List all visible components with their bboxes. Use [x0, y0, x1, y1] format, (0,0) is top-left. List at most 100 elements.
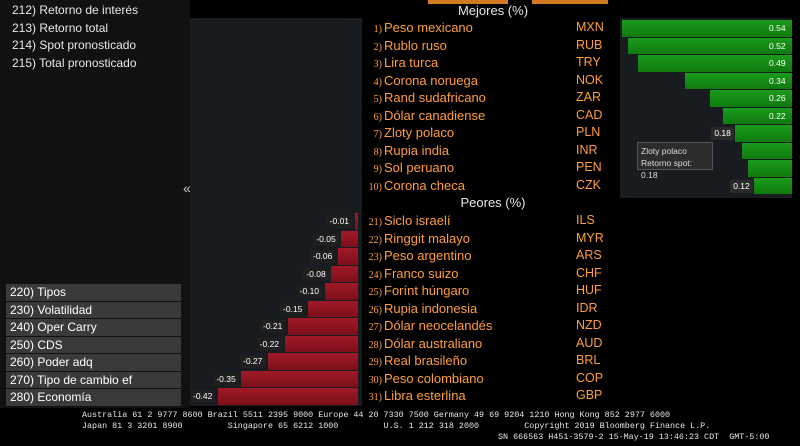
- rank-number: 2): [373, 41, 382, 53]
- bar-gbp[interactable]: [218, 388, 358, 405]
- best-row[interactable]: 8) Rupia india INR: [366, 142, 598, 160]
- bar-nok[interactable]: [684, 72, 792, 89]
- worst-row[interactable]: 23) Peso argentino ARS: [366, 247, 602, 265]
- best-row[interactable]: 5) Rand sudafricano ZAR: [366, 89, 601, 107]
- best-row[interactable]: 3) Lira turca TRY: [366, 54, 601, 72]
- menu-item-212[interactable]: 212) Retorno de interés: [12, 3, 139, 17]
- menu-item-270[interactable]: 270) Tipo de cambio ef: [6, 371, 181, 388]
- menu-item-215[interactable]: 215) Total pronosticado: [12, 55, 137, 70]
- bar-rub[interactable]: [628, 37, 792, 54]
- menu-bottom: 220) Tipos 230) Volatilidad 240) Oper Ca…: [6, 284, 181, 407]
- currency-name: Dólar canadiense: [384, 107, 486, 123]
- worst-row[interactable]: 28) Dólar australiano AUD: [366, 335, 603, 353]
- worst-row[interactable]: 22) Ringgit malayo MYR: [366, 230, 604, 248]
- best-row[interactable]: 9) Sol peruano PEN: [366, 159, 602, 177]
- bar-label-aud: -0.22: [256, 337, 283, 351]
- rank-number: 22): [368, 234, 382, 246]
- bar-label-ils: -0.01: [326, 215, 353, 228]
- currency-name: Corona noruega: [384, 72, 478, 88]
- bar-label-chf: -0.08: [303, 267, 329, 281]
- rank-number: 7): [373, 129, 382, 140]
- currency-code: MYR: [576, 230, 604, 245]
- bar-brl[interactable]: [268, 353, 358, 370]
- worst-row[interactable]: 24) Franco suizo CHF: [366, 265, 602, 283]
- currency-code: NOK: [576, 72, 604, 87]
- rank-number: 4): [373, 76, 382, 88]
- menu-item-214[interactable]: 214) Spot pronosticado: [12, 38, 137, 52]
- bar-label-pln: 0.18: [711, 127, 734, 140]
- rank-number: 6): [373, 111, 382, 123]
- best-row[interactable]: 4) Corona noruega NOK: [366, 72, 603, 90]
- best-row[interactable]: 10) Corona checa CZK: [366, 177, 601, 195]
- bar-myr[interactable]: [341, 230, 358, 247]
- currency-name: Zloty polaco: [384, 125, 455, 140]
- currency-code: NZD: [576, 318, 602, 332]
- menu-item-240[interactable]: 240) Oper Carry: [6, 319, 181, 336]
- bar-label-try: 0.49: [769, 58, 786, 68]
- tooltip-title: Zloty polaco: [641, 146, 687, 156]
- bar-huf[interactable]: [324, 283, 358, 300]
- worst-row[interactable]: 26) Rupia indonesia IDR: [366, 300, 598, 318]
- currency-code: CAD: [576, 107, 603, 122]
- menu-item-220[interactable]: 220) Tipos: [6, 284, 181, 301]
- best-row[interactable]: 2) Rublo ruso RUB: [366, 37, 603, 55]
- menu-item-213[interactable]: 213) Retorno total: [12, 20, 109, 35]
- bar-label-rub: 0.52: [769, 40, 786, 51]
- rank-number: 24): [368, 269, 382, 281]
- menu-item-250[interactable]: 250) CDS: [6, 336, 181, 353]
- footer-contacts: Australia 61 2 9777 8600 Brazil 5511 239…: [82, 410, 671, 420]
- bar-aud[interactable]: [284, 335, 358, 352]
- bar-pln[interactable]: [735, 125, 792, 142]
- bar-mxn[interactable]: [622, 20, 792, 37]
- best-row[interactable]: 7) Zloty polaco PLN: [366, 124, 601, 142]
- rank-number: 9): [373, 164, 382, 175]
- bar-label-nok: 0.34: [769, 75, 786, 86]
- currency-code: INR: [576, 142, 598, 157]
- bar-nzd[interactable]: [288, 318, 358, 335]
- bar-zar[interactable]: [710, 90, 792, 107]
- menu-item-280[interactable]: 280) Economía: [6, 389, 181, 406]
- best-row[interactable]: 6) Dólar canadiense CAD: [366, 107, 603, 125]
- currency-code: CHF: [576, 265, 602, 280]
- worst-row[interactable]: 30) Peso colombiano COP: [366, 370, 603, 388]
- menu-top: 212) Retorno de interés 213) Retorno tot…: [6, 2, 181, 72]
- bar-inr[interactable]: [741, 142, 792, 159]
- currency-code: GBP: [576, 388, 603, 402]
- toolbar-button-2[interactable]: [532, 0, 608, 4]
- bar-ars[interactable]: [338, 248, 358, 265]
- currency-name: Rupia india: [384, 142, 450, 158]
- currency-code: PLN: [576, 125, 601, 139]
- currency-code: COP: [576, 370, 604, 385]
- footer: Australia 61 2 9777 8600 Brazil 5511 239…: [0, 408, 800, 446]
- worst-row[interactable]: 27) Dólar neocelandés NZD: [366, 317, 602, 335]
- rank-number: 23): [368, 252, 382, 263]
- bar-label-cad: 0.22: [769, 110, 786, 121]
- bar-cad[interactable]: [722, 107, 792, 124]
- currency-code: IDR: [576, 300, 598, 315]
- left-panel: 212) Retorno de interés 213) Retorno tot…: [0, 0, 190, 408]
- worst-row[interactable]: 21) Siclo israelí ILS: [366, 212, 595, 230]
- worst-row[interactable]: 29) Real brasileño BRL: [366, 352, 601, 370]
- worst-row[interactable]: 25) Forínt húngaro HUF: [366, 282, 602, 300]
- currency-name: Lira turca: [384, 55, 439, 70]
- worst-row[interactable]: 31) Libra esterlina GBP: [366, 387, 603, 405]
- currency-name: Libra esterlina: [384, 388, 466, 403]
- menu-item-260[interactable]: 260) Poder adq: [6, 354, 181, 371]
- bar-czk[interactable]: [754, 177, 792, 194]
- bar-try[interactable]: [637, 55, 792, 72]
- collapse-panel-icon[interactable]: «: [183, 180, 191, 196]
- bar-chf[interactable]: [331, 265, 358, 282]
- currency-code: TRY: [576, 55, 601, 69]
- bar-pen[interactable]: [747, 160, 792, 177]
- bar-label-myr: -0.05: [313, 232, 339, 246]
- chart-tooltip: Zloty polaco Retorno spot: 0.18: [637, 142, 713, 180]
- bar-ils[interactable]: [354, 213, 358, 230]
- rank-number: 29): [368, 357, 382, 368]
- menu-item-230[interactable]: 230) Volatilidad: [6, 301, 181, 318]
- bar-cop[interactable]: [241, 370, 358, 387]
- best-row[interactable]: 1) Peso mexicano MXN: [366, 19, 604, 37]
- currency-name: Dólar neocelandés: [384, 318, 493, 333]
- toolbar-button-1[interactable]: [428, 0, 508, 4]
- footer-session: SN 666563 H451-3579-2 15-May-19 13:46:23…: [498, 432, 770, 442]
- bar-idr[interactable]: [308, 300, 358, 317]
